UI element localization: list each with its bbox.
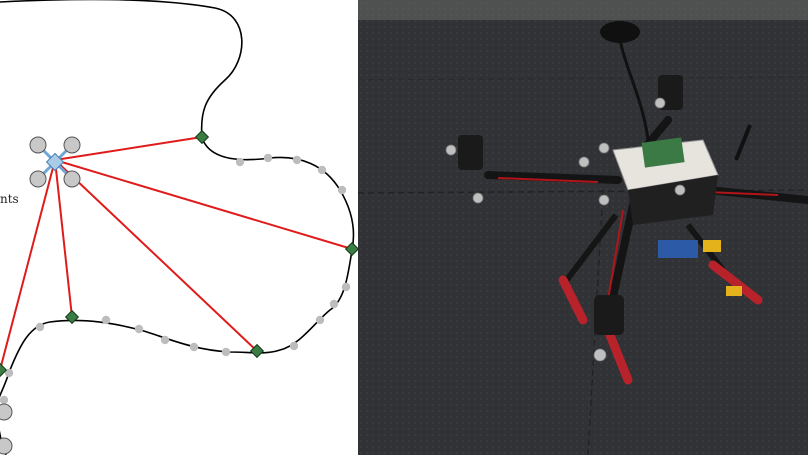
quadrotor-icon — [29, 136, 81, 188]
tracking-markers — [445, 97, 686, 362]
waypoint — [101, 315, 111, 325]
waypoint — [35, 322, 45, 332]
waypoint — [4, 368, 14, 378]
clipped-label: nts — [0, 192, 19, 206]
selected-waypoint — [194, 129, 210, 145]
waypoint — [189, 342, 199, 352]
quadrotor-icon-partial — [0, 403, 13, 455]
selected-waypoint — [0, 362, 8, 378]
selected-waypoint-group — [0, 129, 358, 378]
trajectory-path — [0, 0, 355, 398]
mat-seam — [358, 76, 808, 81]
ray-line — [54, 159, 258, 352]
landing-gear — [558, 213, 763, 385]
antenna — [734, 124, 752, 161]
waypoint — [315, 315, 325, 325]
waypoint — [235, 157, 245, 167]
waypoint — [221, 347, 231, 357]
waypoint — [341, 282, 351, 292]
ray-group — [0, 136, 353, 371]
selected-waypoint — [249, 343, 265, 359]
floor-top-edge — [358, 0, 808, 20]
gps-mast — [600, 21, 650, 141]
ray-line — [54, 159, 73, 318]
waypoint-group — [0, 153, 351, 405]
waypoint — [292, 155, 302, 165]
floor-mat — [358, 0, 808, 455]
quadrotor-drone-photo — [358, 0, 808, 455]
ray-line — [54, 136, 203, 161]
drone-photo-panel — [358, 0, 808, 455]
selected-waypoint — [64, 309, 80, 325]
waypoint — [329, 299, 339, 309]
waypoint — [160, 335, 170, 345]
ray-line — [0, 159, 56, 371]
waypoint — [317, 165, 327, 175]
path-diagram — [0, 0, 358, 455]
waypoint — [0, 395, 9, 405]
ray-line — [54, 159, 353, 250]
waypoint — [134, 324, 144, 334]
selected-waypoint — [344, 241, 358, 257]
waypoint — [263, 153, 273, 163]
path-diagram-panel: nts — [0, 0, 358, 455]
waypoint — [289, 341, 299, 351]
waypoint — [337, 185, 347, 195]
drone-body — [612, 137, 742, 296]
